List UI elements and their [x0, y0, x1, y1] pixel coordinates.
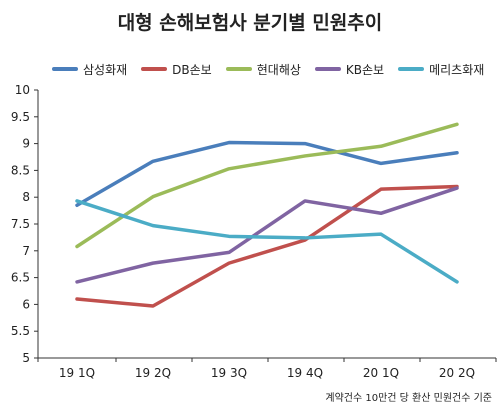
x-tick-label: 20 1Q [363, 366, 399, 380]
x-tick-label: 20 2Q [439, 366, 475, 380]
y-tick-label: 9.5 [11, 110, 30, 124]
legend-label: DB손보 [172, 62, 212, 77]
legend-item: KB손보 [314, 61, 385, 78]
legend-swatch [225, 67, 252, 71]
y-tick-label: 8.5 [11, 163, 30, 177]
series-line [75, 186, 459, 284]
y-tick-label: 5 [22, 351, 30, 365]
legend-label: 현대해상 [256, 62, 301, 77]
series-line [75, 122, 459, 249]
series-line [75, 140, 459, 207]
legend-item: 현대해상 [225, 61, 301, 78]
legend-swatch [314, 67, 341, 71]
y-tick-label: 8 [22, 190, 30, 204]
x-tick-label: 19 4Q [287, 366, 323, 380]
legend: 삼성화재 DB손보 현대해상 KB손보 메리츠화재 [52, 58, 492, 80]
y-tick-label: 7 [22, 244, 30, 258]
y-tick-label: 6.5 [11, 271, 30, 285]
y-tick-label: 10 [15, 83, 30, 97]
y-tick-label: 9 [22, 137, 30, 151]
x-tick-label: 19 1Q [59, 366, 95, 380]
legend-label: KB손보 [345, 62, 385, 77]
legend-item: DB손보 [141, 61, 212, 78]
legend-swatch [52, 67, 78, 71]
legend-item: 메리츠화재 [398, 61, 484, 78]
legend-label: 삼성화재 [83, 62, 128, 77]
legend-label: 메리츠화재 [429, 62, 485, 77]
legend-swatch [398, 67, 425, 71]
legend-swatch [141, 67, 168, 71]
footnote: 계약건수 10만건 당 환산 민원건수 기준 [325, 393, 492, 404]
y-tick-label: 7.5 [11, 217, 30, 231]
y-tick-label: 6 [22, 297, 30, 311]
x-tick-label: 19 2Q [135, 366, 171, 380]
y-tick-label: 5.5 [11, 324, 30, 338]
chart-title: 대형 손해보험사 분기별 민원추이 [117, 12, 383, 34]
series-line [75, 184, 459, 308]
legend-item: 삼성화재 [52, 61, 127, 78]
x-tick-label: 19 3Q [211, 366, 247, 380]
series-line [75, 199, 459, 284]
